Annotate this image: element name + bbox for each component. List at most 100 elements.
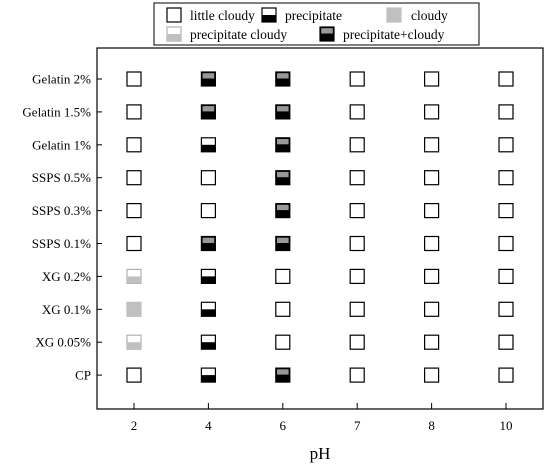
marker-xg-0-1-ph2 (126, 301, 142, 317)
marker-gelatin-1-ph2 (126, 137, 142, 153)
x-tick-label-4: 4 (205, 418, 212, 433)
marker-gelatin-2-ph4 (200, 71, 216, 87)
marker-ssps-0-3-ph4 (200, 203, 216, 219)
y-tick-label-cp: CP (75, 368, 91, 383)
marker-xg-0-2-ph8 (424, 268, 440, 284)
marker-gelatin-1-ph7 (349, 137, 365, 153)
x-tick-label-10: 10 (500, 418, 513, 433)
marker-xg-0-2-ph2 (126, 268, 142, 284)
x-tick-label-6: 6 (280, 418, 287, 433)
y-tick-label-ssps-0-5: SSPS 0.5% (32, 170, 91, 185)
legend-label-cloudy: cloudy (411, 8, 448, 23)
marker-ssps-0-5-ph10 (498, 170, 514, 186)
marker-gelatin-1-5-ph10 (498, 104, 514, 120)
y-tick-label-ssps-0-1: SSPS 0.1% (32, 236, 91, 251)
y-tick-label-gelatin-1-5: Gelatin 1.5% (22, 104, 91, 119)
marker-gelatin-2-ph2 (126, 71, 142, 87)
marker-gelatin-2-ph10 (498, 71, 514, 87)
marker-ssps-0-3-ph6 (275, 203, 291, 219)
y-tick-label-gelatin-2: Gelatin 2% (32, 72, 91, 87)
marker-cp-ph10 (498, 367, 514, 383)
legend-label-little-cloudy: little cloudy (190, 8, 255, 23)
marker-xg-0-05-ph8 (424, 334, 440, 350)
marker-gelatin-1-5-ph8 (424, 104, 440, 120)
legend-item-cloudy: cloudy (386, 7, 448, 23)
plot-frame (96, 47, 544, 410)
marker-xg-0-1-ph8 (424, 301, 440, 317)
marker-gelatin-1-ph4 (200, 137, 216, 153)
legend-item-precipitate: precipitate (261, 7, 342, 23)
legend-label-precipitate-cloudy: precipitate+cloudy (343, 27, 445, 42)
marker-gelatin-1-5-ph4 (200, 104, 216, 120)
x-axis-ticks: 2 4 6 7 8 10 (131, 403, 513, 433)
y-tick-label-ssps-0-3: SSPS 0.3% (32, 203, 91, 218)
marker-xg-0-05-ph2 (126, 334, 142, 350)
marker-xg-0-2-ph4 (200, 268, 216, 284)
marker-gelatin-2-ph7 (349, 71, 365, 87)
legend: little cloudy precipitate cloudy precipitat… (153, 2, 480, 46)
legend-swatch-precipitate (261, 7, 277, 23)
marker-xg-0-05-ph7 (349, 334, 365, 350)
marker-gelatin-1-5-ph2 (126, 104, 142, 120)
legend-frame (153, 2, 480, 46)
x-tick-label-8: 8 (428, 418, 435, 433)
legend-item-precipitate-cloudy: precipitate cloudy (166, 26, 287, 42)
legend-swatch-little-cloudy (166, 7, 182, 23)
marker-ssps-0-1-ph6 (275, 235, 291, 252)
marker-xg-0-05-ph6 (275, 334, 291, 350)
marker-gelatin-1-ph6 (275, 137, 291, 153)
legend-swatch-precipitate-cloudy (166, 26, 182, 42)
legend-swatch-cloudy (386, 7, 402, 23)
marker-ssps-0-5-ph8 (424, 170, 440, 186)
marker-gelatin-1-ph10 (498, 137, 514, 153)
marker-cp-ph7 (349, 367, 365, 383)
data-marks (126, 71, 514, 383)
marker-ssps-0-5-ph7 (349, 170, 365, 186)
y-axis-ticks: Gelatin 2% Gelatin 1.5% Gelatin 1% SSPS 0.5… (22, 72, 102, 383)
marker-xg-0-2-ph6 (275, 268, 291, 284)
marker-cp-ph4 (200, 367, 216, 383)
legend-swatch-precipitate-cloudy (319, 26, 335, 42)
legend-label-precipitate: precipitate (285, 8, 342, 23)
x-tick-label-7: 7 (354, 418, 361, 433)
marker-gelatin-1-5-ph6 (275, 104, 291, 120)
marker-ssps-0-3-ph2 (126, 203, 142, 219)
marker-ssps-0-1-ph8 (424, 235, 440, 252)
x-tick-label-2: 2 (131, 418, 138, 433)
marker-ssps-0-5-ph4 (200, 170, 216, 186)
marker-gelatin-2-ph8 (424, 71, 440, 87)
marker-ssps-0-1-ph7 (349, 235, 365, 252)
marker-xg-0-05-ph4 (200, 334, 216, 350)
marker-ssps-0-3-ph10 (498, 203, 514, 219)
marker-gelatin-2-ph6 (275, 71, 291, 87)
marker-xg-0-1-ph10 (498, 301, 514, 317)
marker-xg-0-2-ph10 (498, 268, 514, 284)
y-tick-label-xg-0-2: XG 0.2% (42, 269, 91, 284)
marker-cp-ph2 (126, 367, 142, 383)
marker-ssps-0-1-ph2 (126, 235, 142, 252)
y-tick-label-gelatin-1: Gelatin 1% (32, 137, 91, 152)
marker-ssps-0-3-ph8 (424, 203, 440, 219)
marker-ssps-0-1-ph10 (498, 235, 514, 252)
marker-xg-0-05-ph10 (498, 334, 514, 350)
legend-items: little cloudy precipitate cloudy precipitat… (166, 7, 448, 42)
legend-label-precipitate-cloudy: precipitate cloudy (190, 27, 287, 42)
marker-ssps-0-5-ph2 (126, 170, 142, 186)
marker-xg-0-1-ph6 (275, 301, 291, 317)
x-axis-title: pH (310, 444, 331, 463)
marker-gelatin-1-ph8 (424, 137, 440, 153)
legend-item-precipitate-cloudy: precipitate+cloudy (319, 26, 445, 42)
marker-ssps-0-5-ph6 (275, 170, 291, 186)
marker-ssps-0-3-ph7 (349, 203, 365, 219)
marker-xg-0-1-ph7 (349, 301, 365, 317)
y-tick-label-xg-0-05: XG 0.05% (35, 335, 91, 350)
marker-ssps-0-1-ph4 (200, 235, 216, 252)
y-tick-label-xg-0-1: XG 0.1% (42, 302, 91, 317)
marker-xg-0-1-ph4 (200, 301, 216, 317)
marker-cp-ph8 (424, 367, 440, 383)
marker-gelatin-1-5-ph7 (349, 104, 365, 120)
marker-cp-ph6 (275, 367, 291, 383)
legend-item-little-cloudy: little cloudy (166, 7, 255, 23)
marker-xg-0-2-ph7 (349, 268, 365, 284)
